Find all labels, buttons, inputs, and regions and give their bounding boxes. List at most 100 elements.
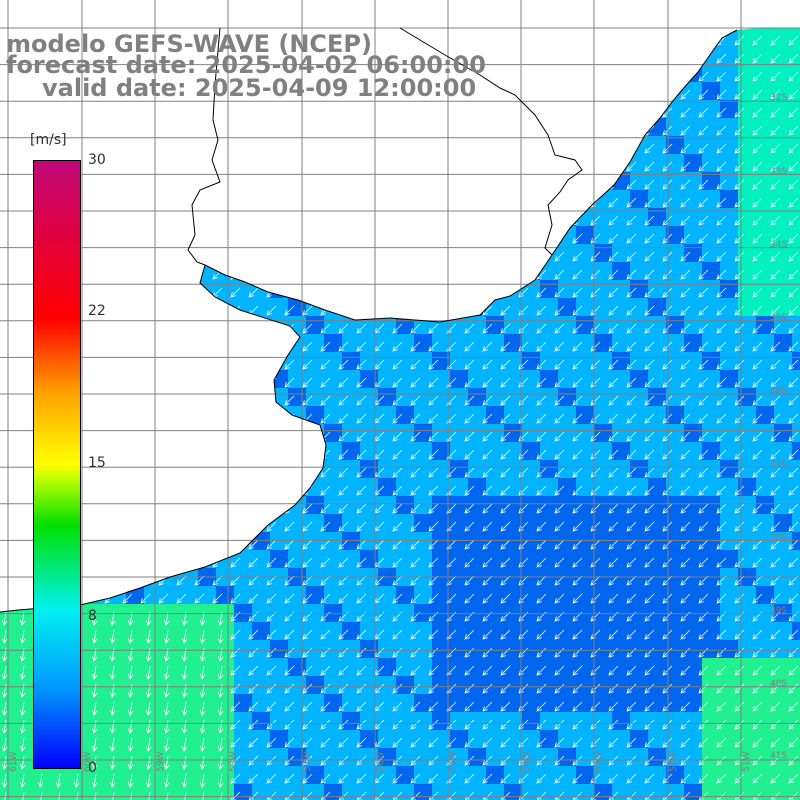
wind-arrow <box>770 773 781 784</box>
wind-arrow <box>464 521 475 532</box>
wind-cell <box>756 730 774 748</box>
wind-cell <box>756 244 774 262</box>
wind-arrow <box>230 107 241 118</box>
wind-arrow <box>788 107 799 118</box>
wind-arrow <box>140 305 151 316</box>
wind-arrow <box>626 737 637 748</box>
wind-cell <box>792 712 800 730</box>
wind-cell <box>18 676 36 694</box>
wind-arrow <box>248 179 259 190</box>
wind-cell <box>432 478 450 496</box>
wind-cell <box>630 622 648 640</box>
wind-arrow <box>230 377 241 388</box>
wind-arrow <box>140 143 151 154</box>
wind-cell <box>702 82 720 100</box>
wind-cell <box>522 82 540 100</box>
wind-arrow <box>91 719 98 734</box>
wind-arrow <box>536 197 547 208</box>
wind-cell <box>360 712 378 730</box>
wind-cell <box>468 586 486 604</box>
wind-cell <box>630 676 648 694</box>
wind-cell <box>180 586 198 604</box>
wind-arrow <box>248 359 259 370</box>
wind-cell <box>108 784 126 800</box>
wind-arrow <box>608 539 619 550</box>
wind-arrow <box>176 197 187 208</box>
wind-cell <box>378 298 396 316</box>
wind-arrow <box>230 683 241 694</box>
wind-arrow <box>302 215 313 226</box>
wind-arrow <box>338 233 349 244</box>
wind-arrow <box>212 377 223 388</box>
wind-cell <box>216 766 234 784</box>
wind-arrow <box>716 251 727 262</box>
wind-cell <box>486 712 504 730</box>
wind-arrow <box>248 413 259 424</box>
wind-cell <box>594 334 612 352</box>
wind-cell <box>432 730 450 748</box>
wind-cell <box>198 226 216 244</box>
wind-arrow <box>752 287 763 298</box>
wind-cell <box>0 316 18 334</box>
wind-cell <box>144 676 162 694</box>
wind-cell <box>414 424 432 442</box>
wind-cell <box>414 190 432 208</box>
wind-cell <box>486 766 504 784</box>
wind-cell <box>594 748 612 766</box>
wind-cell <box>576 460 594 478</box>
wind-arrow <box>217 701 224 716</box>
wind-arrow <box>217 683 224 698</box>
wind-arrow <box>266 665 277 676</box>
wind-arrow <box>127 683 134 698</box>
wind-arrow <box>752 35 763 46</box>
wind-arrow <box>230 287 241 298</box>
wind-cell <box>504 550 522 568</box>
wind-arrow <box>482 197 493 208</box>
wind-arrow <box>590 35 601 46</box>
wind-arrow <box>680 413 691 424</box>
wind-arrow <box>410 503 421 514</box>
wind-cell <box>468 262 486 280</box>
wind-cell <box>432 406 450 424</box>
wind-arrow <box>248 125 259 136</box>
wind-cell <box>468 676 486 694</box>
wind-cell <box>414 640 432 658</box>
wind-arrow <box>248 143 259 154</box>
wind-arrow <box>500 71 511 82</box>
wind-cell <box>234 658 252 676</box>
wind-arrow <box>0 521 7 532</box>
wind-arrow <box>500 305 511 316</box>
wind-cell <box>90 118 108 136</box>
wind-arrow <box>122 161 133 172</box>
wind-arrow <box>626 305 637 316</box>
wind-arrow <box>716 647 727 658</box>
wind-arrow <box>32 107 43 118</box>
wind-arrow <box>19 719 26 734</box>
wind-cell <box>612 640 630 658</box>
wind-arrow <box>788 467 799 478</box>
wind-arrow <box>536 179 547 190</box>
wind-arrow <box>122 143 133 154</box>
wind-cell <box>522 100 540 118</box>
wind-cell <box>342 226 360 244</box>
wind-cell <box>648 478 666 496</box>
wind-arrow <box>716 467 727 478</box>
wind-arrow <box>302 269 313 280</box>
wind-arrow <box>482 359 493 370</box>
wind-cell <box>630 334 648 352</box>
wind-arrow <box>230 521 241 532</box>
wind-arrow <box>392 161 403 172</box>
wind-cell <box>234 226 252 244</box>
lat-label: 38S <box>770 533 787 543</box>
wind-arrow <box>770 341 781 352</box>
wind-cell <box>144 316 162 334</box>
wind-cell <box>108 694 126 712</box>
wind-cell <box>378 478 396 496</box>
wind-arrow <box>554 413 565 424</box>
wind-arrow <box>680 557 691 568</box>
wind-arrow <box>410 431 421 442</box>
wind-cell <box>576 442 594 460</box>
wind-cell <box>180 316 198 334</box>
wind-cell <box>180 442 198 460</box>
wind-arrow <box>428 413 439 424</box>
